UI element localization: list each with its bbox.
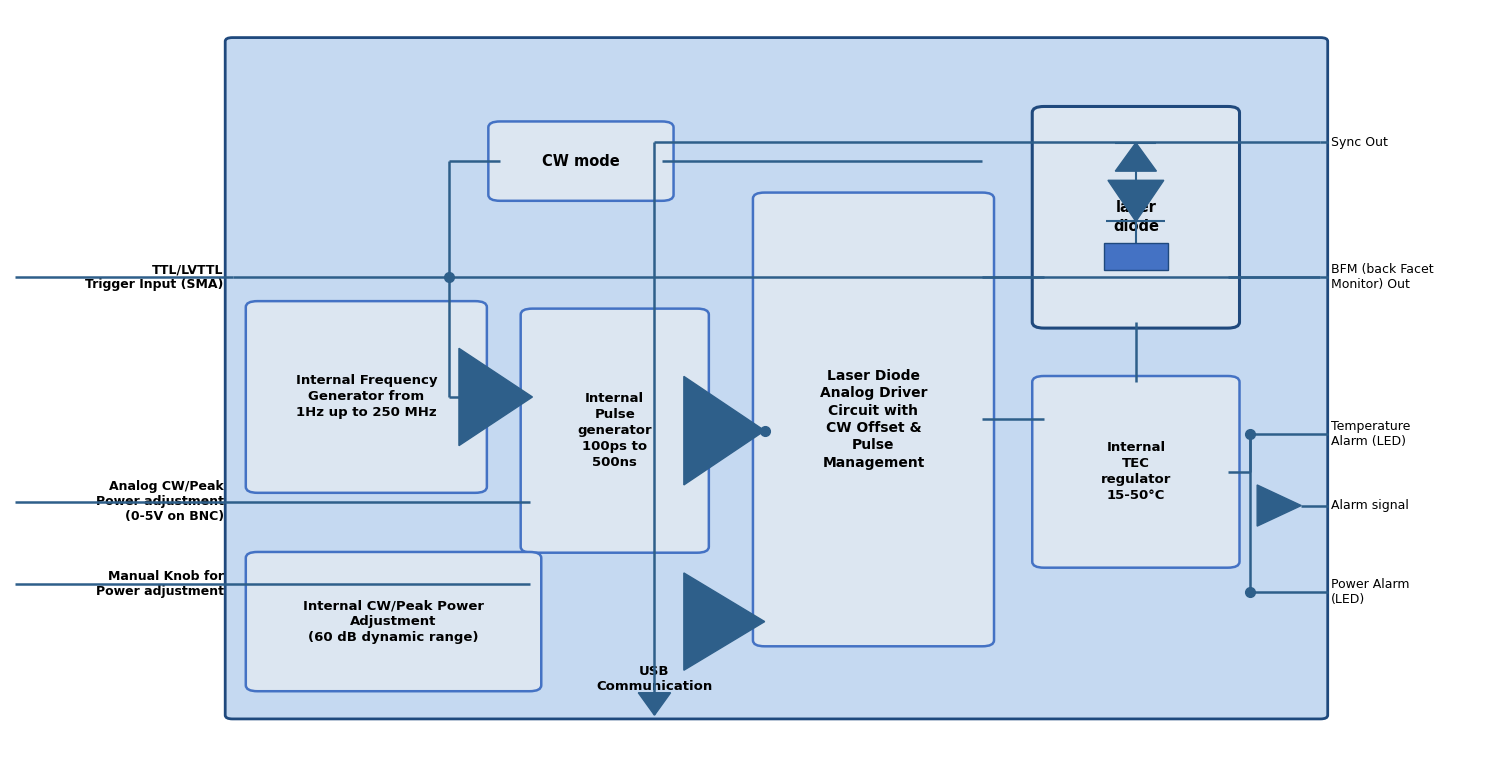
Text: Analog CW/Peak
Power adjustment
(0-5V on BNC): Analog CW/Peak Power adjustment (0-5V on… xyxy=(96,481,224,523)
Text: Sync Out: Sync Out xyxy=(1330,136,1388,149)
Text: Internal
Pulse
generator
100ps to
500ns: Internal Pulse generator 100ps to 500ns xyxy=(578,392,652,469)
Text: CW mode: CW mode xyxy=(542,154,620,169)
Polygon shape xyxy=(1116,143,1156,171)
Text: Manual Knob for
Power adjustment: Manual Knob for Power adjustment xyxy=(96,570,224,598)
Text: USB
Communication: USB Communication xyxy=(597,665,712,693)
FancyBboxPatch shape xyxy=(520,309,710,552)
Text: Internal Frequency
Generator from
1Hz up to 250 MHz: Internal Frequency Generator from 1Hz up… xyxy=(296,374,436,419)
Text: Internal CW/Peak Power
Adjustment
(60 dB dynamic range): Internal CW/Peak Power Adjustment (60 dB… xyxy=(303,599,484,644)
FancyBboxPatch shape xyxy=(225,37,1328,719)
Text: Laser Diode
Analog Driver
Circuit with
CW Offset &
Pulse
Management: Laser Diode Analog Driver Circuit with C… xyxy=(819,369,927,470)
Text: Internal
TEC
regulator
15-50°C: Internal TEC regulator 15-50°C xyxy=(1101,442,1172,503)
Polygon shape xyxy=(684,573,765,670)
FancyBboxPatch shape xyxy=(753,193,994,646)
Polygon shape xyxy=(1108,180,1164,222)
FancyBboxPatch shape xyxy=(1104,244,1168,270)
FancyBboxPatch shape xyxy=(1032,106,1239,328)
FancyBboxPatch shape xyxy=(1032,376,1239,568)
Polygon shape xyxy=(639,693,670,715)
FancyBboxPatch shape xyxy=(489,121,674,201)
FancyBboxPatch shape xyxy=(246,552,542,691)
Text: laser
diode: laser diode xyxy=(1113,200,1160,234)
Text: Power Alarm
(LED): Power Alarm (LED) xyxy=(1330,578,1408,606)
FancyBboxPatch shape xyxy=(246,301,488,493)
Text: Temperature
Alarm (LED): Temperature Alarm (LED) xyxy=(1330,420,1410,448)
Polygon shape xyxy=(684,377,765,485)
Text: TTL/LVTTL
Trigger Input (SMA): TTL/LVTTL Trigger Input (SMA) xyxy=(86,263,224,291)
Text: BFM (back Facet
Monitor) Out: BFM (back Facet Monitor) Out xyxy=(1330,263,1434,291)
Text: Alarm signal: Alarm signal xyxy=(1330,499,1408,512)
Polygon shape xyxy=(459,348,532,445)
Polygon shape xyxy=(1257,485,1300,526)
